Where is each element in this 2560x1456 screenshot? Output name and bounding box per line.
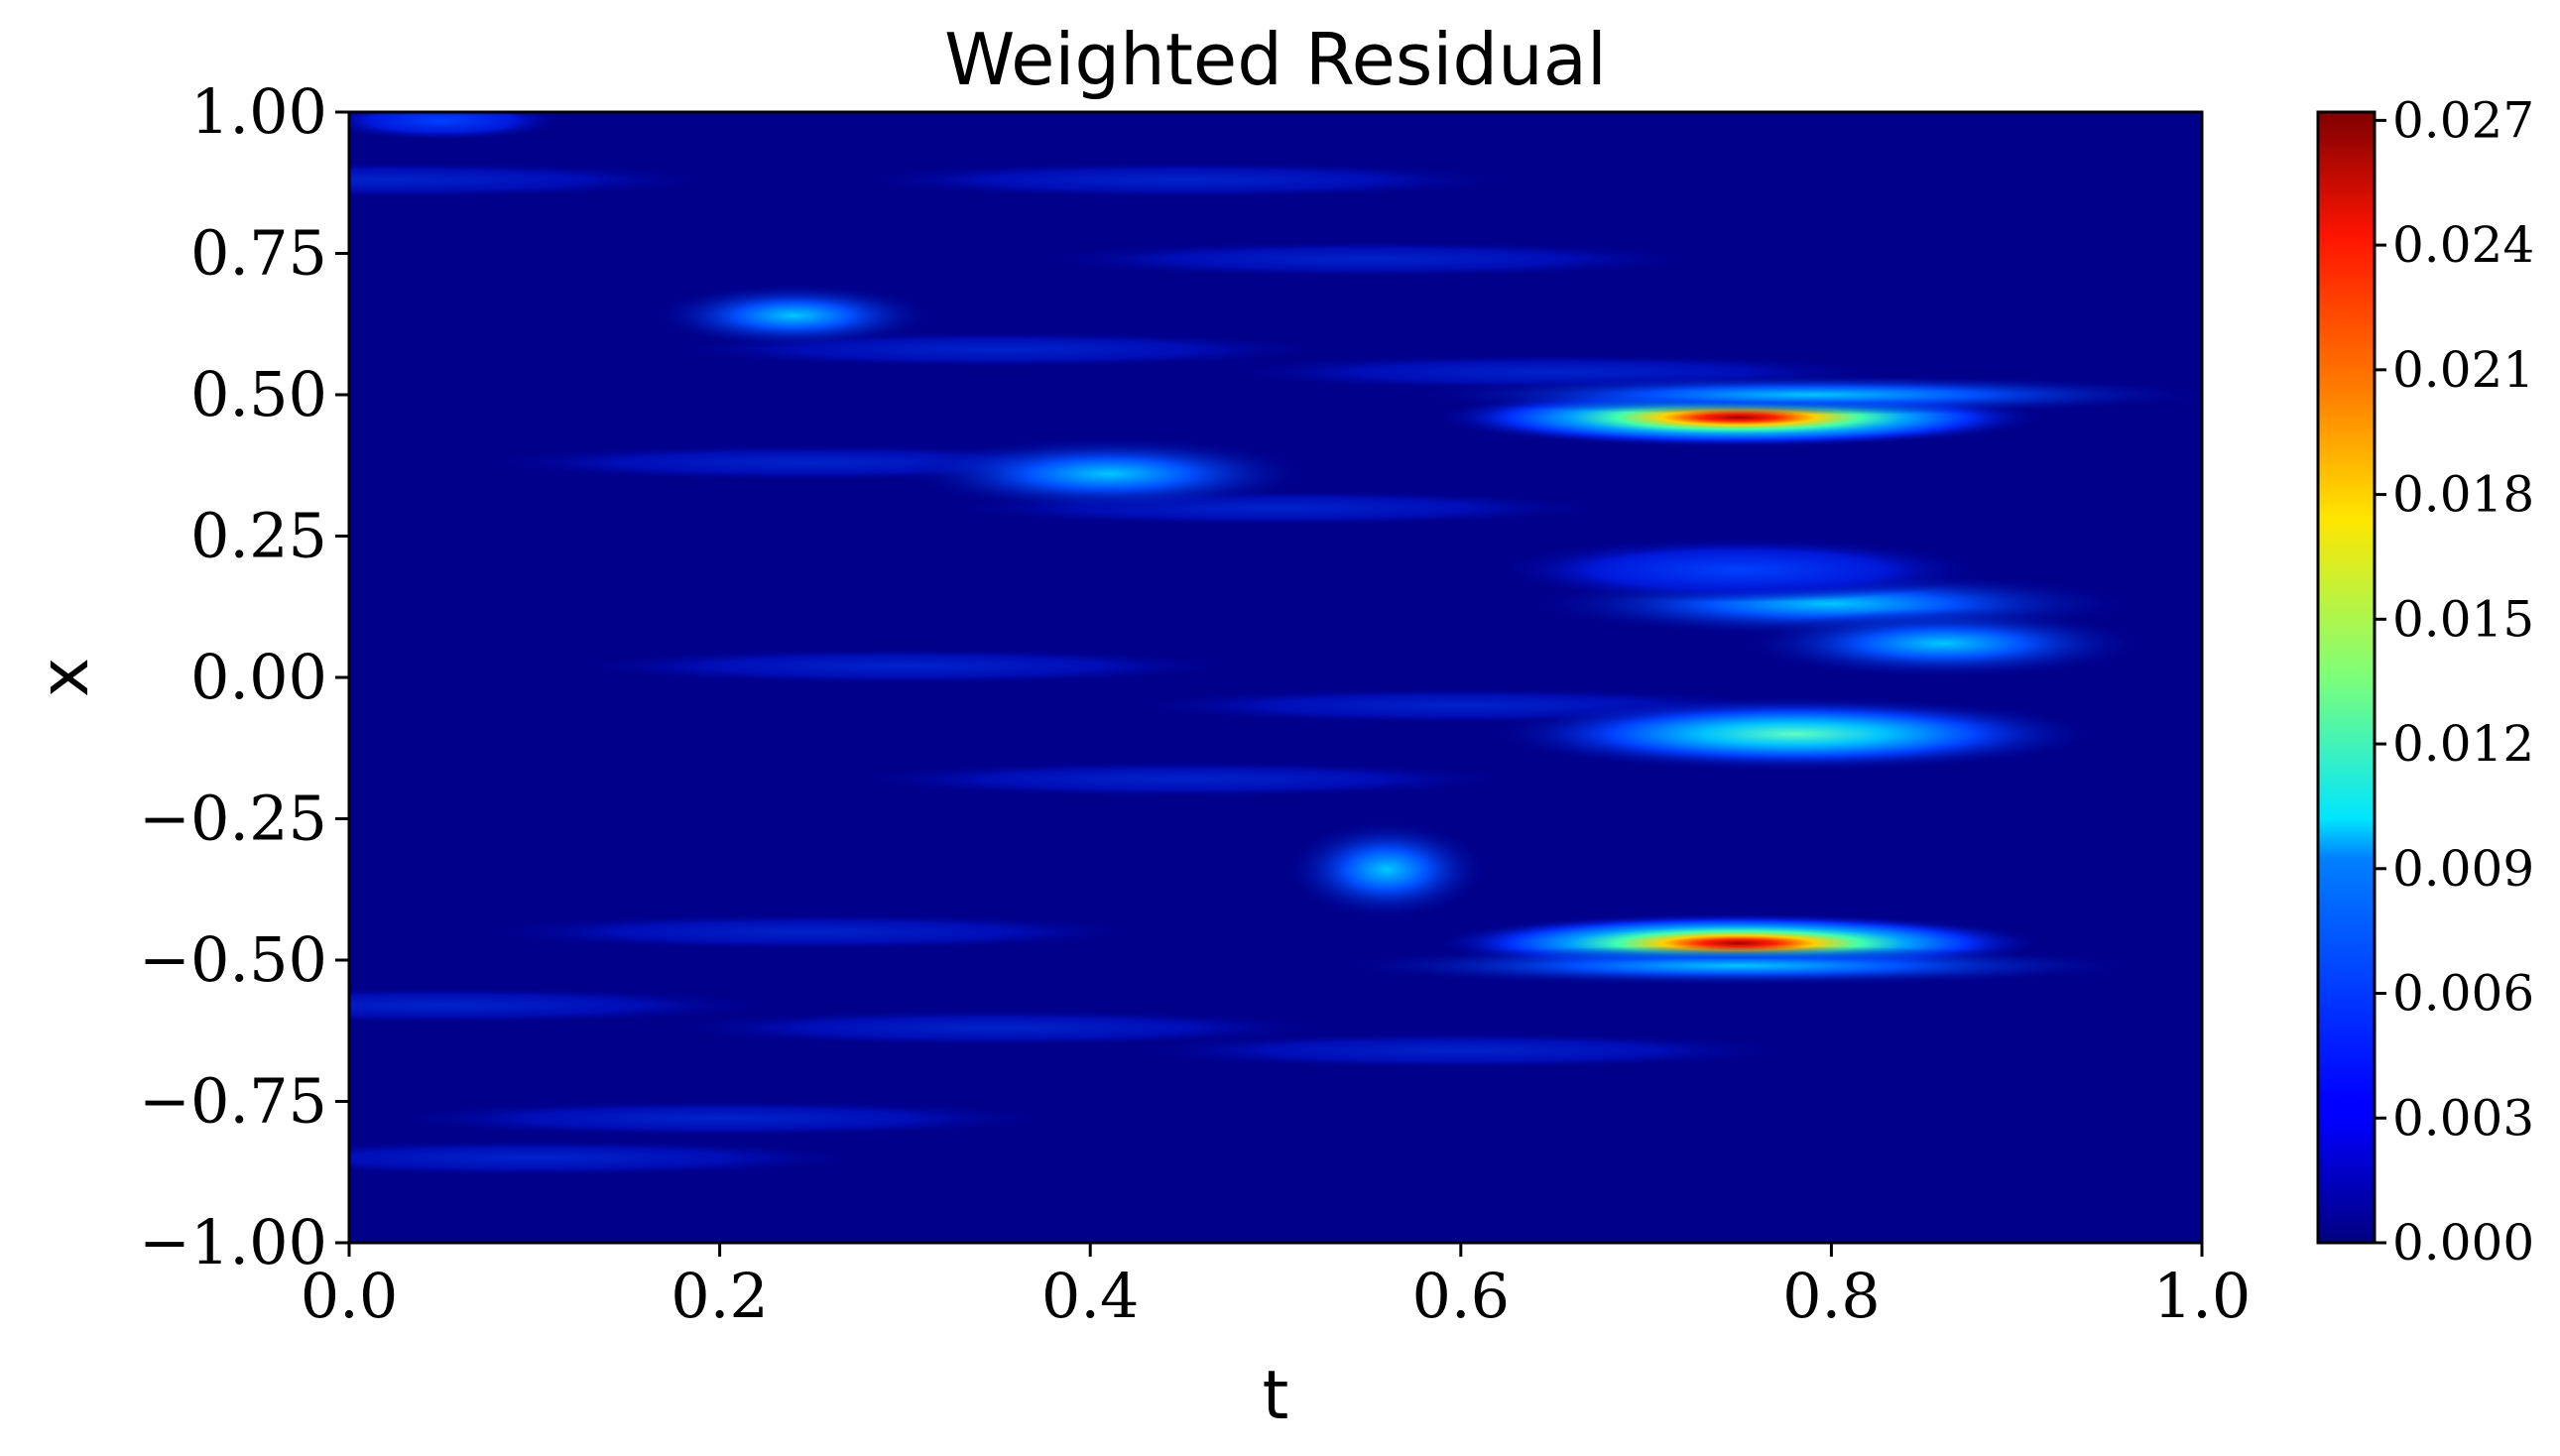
heatmap-streak <box>349 987 776 1024</box>
heatmap-hotspot <box>905 436 1313 512</box>
colorbar-tick-label: 0.006 <box>2392 965 2534 1023</box>
colorbar-tick-label: 0.003 <box>2392 1089 2534 1147</box>
heatmap-hotspot <box>1739 608 2146 678</box>
colorbar-tick-label: 0.012 <box>2392 715 2534 773</box>
heatmap-streak <box>571 648 1239 684</box>
y-tick-label: 0.50 <box>190 358 327 430</box>
heatmap-streak <box>349 1140 868 1176</box>
y-tick-label: −0.75 <box>139 1065 327 1138</box>
heatmap-streak <box>1127 1032 1795 1069</box>
colorbar-tick-label: 0.009 <box>2392 840 2534 898</box>
heatmap-hotspot <box>349 112 564 141</box>
heatmap-streak <box>1035 241 1702 278</box>
x-tick-label: 0.6 <box>1411 1260 1510 1332</box>
heatmap-streak <box>349 162 720 198</box>
x-axis: 0.0 0.2 0.4 0.6 0.8 1.0 <box>301 1243 2252 1332</box>
heatmap-hotspot <box>1284 819 1489 919</box>
heatmap-streak <box>478 913 1147 950</box>
colorbar-frame <box>2316 110 2377 1245</box>
colorbar-axis: 0.000 0.003 0.006 0.009 0.012 0.015 0.018 0.021… <box>2375 91 2534 1272</box>
y-tick-label: −1.00 <box>139 1206 327 1278</box>
y-axis-title: x <box>26 658 104 697</box>
x-tick-label: 0.4 <box>1041 1260 1140 1332</box>
colorbar-tick-label: 0.027 <box>2392 91 2534 149</box>
heatmap-hotspot <box>1404 374 2202 416</box>
y-tick-label: −0.25 <box>139 783 327 855</box>
y-tick-label: −0.50 <box>139 923 327 996</box>
colorbar-tick-label: 0.021 <box>2392 341 2534 399</box>
heatmap-streak <box>849 162 1517 198</box>
heatmap-hotspot <box>1488 696 2101 772</box>
y-tick-label: 0.75 <box>190 217 327 290</box>
heatmap-hotspot <box>1331 945 2146 986</box>
colorbar-tick-label: 0.015 <box>2392 590 2534 648</box>
x-tick-label: 1.0 <box>2153 1260 2252 1332</box>
x-axis-title: t <box>1263 1357 1289 1435</box>
colorbar <box>2318 112 2375 1243</box>
heatmap-field <box>349 112 2202 1176</box>
heatmap-streak <box>386 1100 1053 1137</box>
heatmap-streak <box>849 761 1517 797</box>
colorbar-tick-label: 0.024 <box>2392 216 2534 274</box>
colorbar-tick-label: 0.018 <box>2392 466 2534 524</box>
colorbar-tick-label: 0.000 <box>2392 1214 2534 1272</box>
y-tick-label: 0.00 <box>190 641 327 713</box>
y-axis: −1.00 −0.75 −0.50 −0.25 0.00 0.25 0.50 0.75 1.00 <box>139 75 349 1278</box>
chart-title: Weighted Residual <box>944 18 1607 101</box>
x-tick-label: 0.0 <box>301 1260 399 1332</box>
y-tick-label: 0.25 <box>190 500 327 572</box>
x-tick-label: 0.8 <box>1782 1260 1881 1332</box>
heatmap-hotspot <box>1494 538 1984 603</box>
heatmap-hotspot <box>651 283 937 348</box>
heatmap-streak <box>664 1010 1332 1046</box>
y-tick-label: 1.00 <box>190 75 327 148</box>
x-tick-label: 0.2 <box>670 1260 769 1332</box>
